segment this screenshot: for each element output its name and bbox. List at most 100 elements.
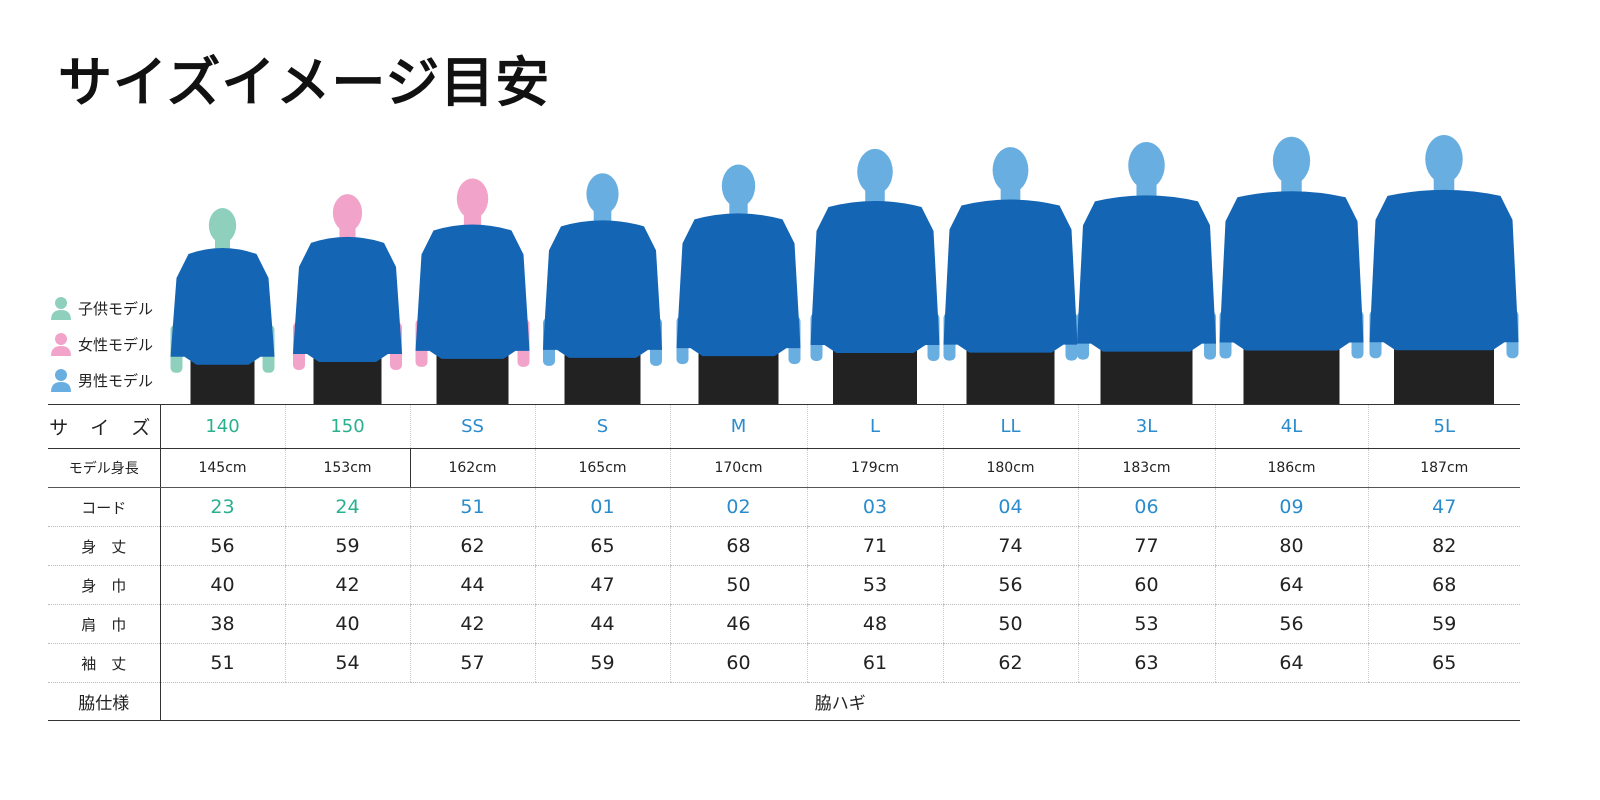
cell-shoulder: 59 <box>1367 604 1520 644</box>
cell-size: 3L <box>1077 404 1215 449</box>
cell-height: 187cm <box>1367 448 1520 488</box>
row-label: 身 丈 <box>48 526 161 566</box>
cell-width: 40 <box>159 565 285 605</box>
cell-sleeve: 62 <box>942 643 1078 683</box>
cell-width: 56 <box>942 565 1078 605</box>
head-silhouette <box>1425 135 1463 184</box>
cell-length: 62 <box>409 526 535 566</box>
head-silhouette <box>992 147 1029 194</box>
cell-width: 53 <box>806 565 943 605</box>
cell-length: 82 <box>1367 526 1520 566</box>
long-sleeve-shirt <box>415 224 530 359</box>
model-figures <box>170 135 1519 404</box>
shorts <box>436 352 509 404</box>
cell-size: 4L <box>1214 404 1368 449</box>
row-label: 袖 丈 <box>48 643 161 683</box>
table-row-shoulder: 肩 巾 38 40 42 44 46 48 50 53 56 59 <box>48 604 1520 644</box>
cell-sleeve: 61 <box>806 643 943 683</box>
cell-width: 68 <box>1367 565 1520 605</box>
cell-length: 80 <box>1214 526 1368 566</box>
size-table: サ イ ズ 140 150 SS S M L LL 3L 4L 5L モデル身長 145cm 153cm 1… <box>48 404 1520 721</box>
shorts <box>966 346 1055 404</box>
cell-shoulder: 48 <box>806 604 943 644</box>
row-label: モデル身長 <box>48 448 161 488</box>
cell-size: 5L <box>1367 404 1520 449</box>
head-silhouette <box>208 208 237 243</box>
cell-height: 145cm <box>159 448 285 488</box>
row-label: 脇仕様 <box>48 682 161 721</box>
cell-shoulder: 40 <box>284 604 410 644</box>
cell-height: 179cm <box>806 448 943 488</box>
cell-size: SS <box>409 404 535 449</box>
cell-height: 165cm <box>534 448 670 488</box>
table-row-height: モデル身長 145cm 153cm 162cm 165cm 170cm 179cm 180cm… <box>48 448 1520 488</box>
cell-shoulder: 56 <box>1214 604 1368 644</box>
head-silhouette <box>857 148 893 195</box>
cell-width: 50 <box>669 565 807 605</box>
long-sleeve-shirt <box>1369 189 1519 351</box>
cell-height: 153cm <box>284 448 411 488</box>
legend-label: 男性モデル <box>78 371 154 390</box>
shorts <box>1243 344 1340 404</box>
cell-sleeve: 60 <box>669 643 807 683</box>
page-title: サイズイメージ目安 <box>58 51 551 114</box>
cell-sleeve: 51 <box>159 643 285 683</box>
cell-length: 59 <box>284 526 410 566</box>
long-sleeve-shirt <box>170 247 275 365</box>
person-icon <box>51 369 71 392</box>
cell-code: 01 <box>534 487 670 527</box>
side-spec: 脇ハギ <box>160 682 1520 721</box>
cell-height: 183cm <box>1077 448 1215 488</box>
cell-size: L <box>806 404 943 449</box>
shorts <box>1100 345 1193 404</box>
person-icon <box>51 297 71 320</box>
cell-height: 180cm <box>942 448 1078 488</box>
cell-shoulder: 38 <box>159 604 285 644</box>
cell-sleeve: 59 <box>534 643 670 683</box>
cell-shoulder: 42 <box>409 604 535 644</box>
cell-size: M <box>669 404 807 449</box>
long-sleeve-shirt <box>1219 191 1364 351</box>
cell-code: 09 <box>1214 487 1368 527</box>
cell-length: 77 <box>1077 526 1215 566</box>
head-silhouette <box>1272 136 1311 185</box>
cell-code: 04 <box>942 487 1078 527</box>
cell-height: 186cm <box>1214 448 1368 488</box>
cell-sleeve: 65 <box>1367 643 1520 683</box>
cell-length: 74 <box>942 526 1078 566</box>
cell-size: 150 <box>284 404 410 449</box>
cell-code: 23 <box>159 487 285 527</box>
long-sleeve-shirt <box>676 213 801 357</box>
cell-code: 02 <box>669 487 807 527</box>
table-row-sleeve: 袖 丈 51 54 57 59 60 61 62 63 64 65 <box>48 643 1520 683</box>
cell-code: 51 <box>409 487 535 527</box>
row-label: 肩 巾 <box>48 604 161 644</box>
cell-shoulder: 50 <box>942 604 1078 644</box>
cell-size: S <box>534 404 670 449</box>
legend-label: 子供モデル <box>78 299 154 318</box>
cell-sleeve: 54 <box>284 643 410 683</box>
shorts <box>698 350 779 404</box>
cell-shoulder: 46 <box>669 604 807 644</box>
cell-sleeve: 64 <box>1214 643 1368 683</box>
cell-shoulder: 53 <box>1077 604 1215 644</box>
head-silhouette <box>456 178 489 219</box>
long-sleeve-shirt <box>943 199 1078 353</box>
table-row-length: 身 丈 56 59 62 65 68 71 74 77 80 82 <box>48 526 1520 566</box>
model-legend: 子供モデル 女性モデル 男性モデル <box>50 290 153 398</box>
head-silhouette <box>332 194 363 232</box>
head-silhouette <box>586 173 619 215</box>
cell-sleeve: 63 <box>1077 643 1215 683</box>
table-row-size: サ イ ズ 140 150 SS S M L LL 3L 4L 5L <box>48 404 1520 449</box>
cell-width: 44 <box>409 565 535 605</box>
cell-shoulder: 44 <box>534 604 670 644</box>
long-sleeve-shirt <box>1077 195 1216 352</box>
row-label: 身 巾 <box>48 565 161 605</box>
cell-height: 162cm <box>409 448 535 488</box>
legend-item-child: 子供モデル <box>50 290 153 326</box>
cell-width: 42 <box>284 565 410 605</box>
shorts <box>313 356 382 404</box>
cell-code: 03 <box>806 487 943 527</box>
cell-width: 60 <box>1077 565 1215 605</box>
